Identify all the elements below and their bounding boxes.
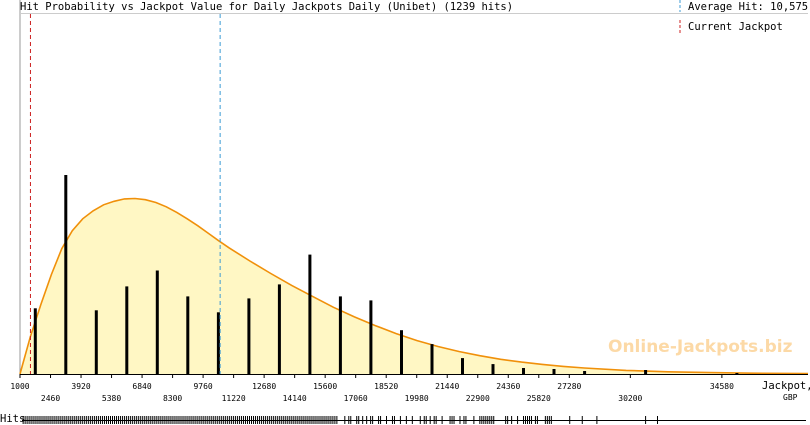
x-tick-label-upper-6: 15600 [313,382,337,391]
x-tick-label-upper-4: 9760 [193,382,212,391]
x-tick-label-lower-5: 14140 [283,394,307,403]
hit-bar-10 [308,254,312,374]
hit-bar-8 [247,298,251,374]
hit-bar-5 [155,270,159,374]
x-tick-label-upper-11: 34580 [710,382,734,391]
hit-bar-19 [583,371,587,374]
x-tick-label-lower-1: 2460 [41,394,60,403]
x-tick-label-upper-10: 27280 [557,382,581,391]
hit-bar-9 [277,284,281,374]
x-tick-label-lower-9: 25820 [527,394,551,403]
x-tick-label-lower-4: 11220 [222,394,246,403]
hit-bar-7 [216,312,220,374]
hit-bar-2 [64,175,68,374]
hit-bar-21 [735,373,739,374]
hit-bar-1 [33,308,37,374]
x-tick-label-lower-7: 19980 [405,394,429,403]
x-tick-label-lower-10: 30200 [618,394,642,403]
hit-bar-15 [461,358,464,374]
hit-bar-16 [491,364,495,374]
x-tick-label-lower-6: 17060 [344,394,368,403]
x-axis-label: Jackpot, [762,380,810,392]
hit-bar-18 [552,369,556,374]
probability-curve [19,197,809,375]
hit-bar-14 [430,344,434,374]
x-tick-label-lower-2: 5380 [102,394,121,403]
x-tick-label-upper-8: 21440 [435,382,459,391]
legend-current-jackpot: Current Jackpot [688,21,783,33]
x-tick-label-lower-3: 8300 [163,394,182,403]
hit-bar-4 [125,286,129,374]
x-tick-label-upper-1: 1000 [10,382,29,391]
x-tick-label-upper-3: 6840 [132,382,151,391]
hit-bar-17 [522,368,525,374]
hit-bar-12 [369,300,373,374]
hit-bar-13 [400,330,403,374]
x-tick-label-upper-7: 18520 [374,382,398,391]
x-tick-label-upper-5: 12680 [252,382,276,391]
hit-bar-11 [338,296,342,374]
chart-title: Hit Probability vs Jackpot Value for Dai… [20,1,514,13]
x-tick-label-upper-2: 3920 [71,382,90,391]
legend-average-hit: Average Hit: 10,575 [688,1,809,13]
x-tick-label-lower-8: 22900 [466,394,490,403]
hit-bar-6 [186,296,190,374]
hits-label: Hits [0,413,26,425]
watermark: Online-Jackpots.biz [608,337,793,357]
hit-bar-3 [94,310,98,374]
hit-bar-20 [644,370,648,374]
x-tick-label-upper-9: 24360 [496,382,520,391]
x-axis-unit: GBP [783,393,798,402]
